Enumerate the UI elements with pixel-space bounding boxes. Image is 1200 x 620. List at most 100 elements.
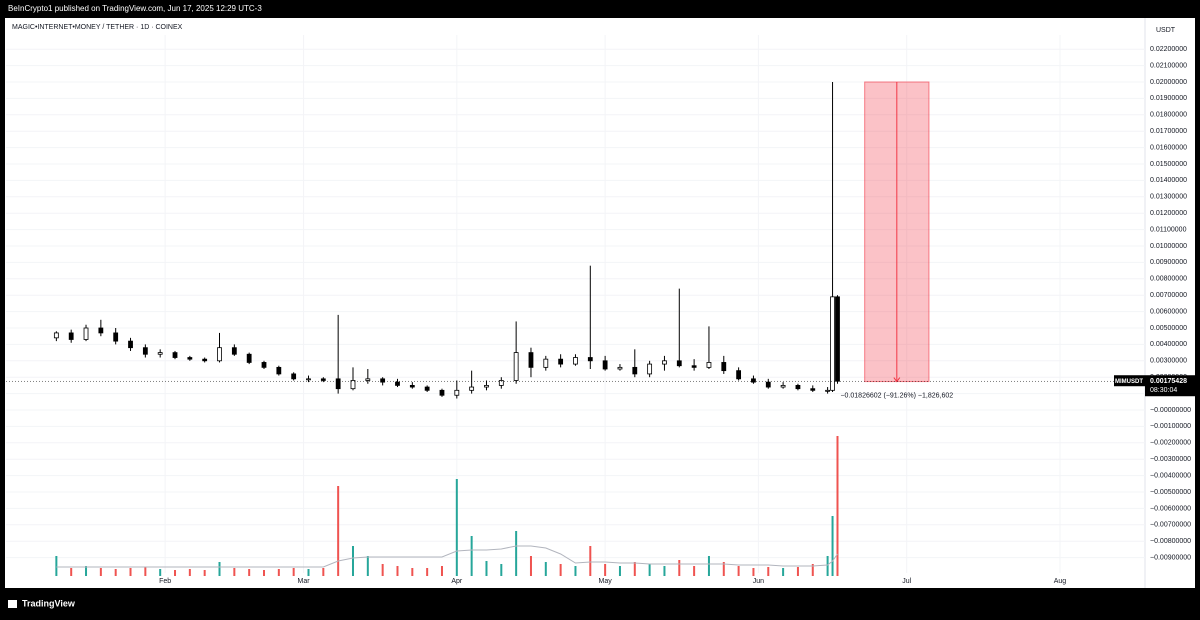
candle-body [68,332,74,340]
candle-body [810,388,816,391]
candle-body [350,380,356,390]
volume-bar [722,562,725,576]
candle-body [409,385,415,388]
y-tick-label: −0.00200000 [1150,440,1191,447]
candle-body [528,352,534,368]
y-tick-label: 0.00300000 [1150,358,1187,365]
volume-bar [55,556,58,576]
volume-bar [292,568,295,576]
candle-body [306,378,311,381]
volume-bar [455,479,458,576]
chart-title: MAGIC•INTERNET•MONEY / TETHER · 1D · COI… [12,24,183,31]
candle-body [380,378,386,383]
volume-bar [811,564,814,576]
y-tick-label: 0.00900000 [1150,259,1187,266]
volume-bar [663,566,666,576]
candle-body [335,378,341,390]
volume-bar [707,556,710,576]
candle-body [395,381,400,386]
candle-body [320,378,326,381]
candle-body [365,378,371,381]
publisher: BeInCrypto1 published on TradingView.com… [8,4,262,13]
volume-bar [485,561,488,576]
y-tick-label: −0.00700000 [1150,522,1191,529]
volume-bar [529,556,532,576]
candle-body [439,389,445,396]
x-tick-label: Apr [451,578,463,585]
candle-body [291,373,297,380]
volume-bar [693,566,696,576]
candle-body [736,370,742,380]
x-tick-label: Mar [298,578,311,585]
volume-bar [411,568,414,576]
volume-bar [589,546,592,576]
volume-bar [233,568,236,576]
candle-body [98,327,104,334]
candle-body [647,363,653,375]
volume-bar [381,564,384,576]
candle-body [187,357,193,360]
candle-body [765,381,771,388]
y-tick-label: 0.00800000 [1150,276,1187,283]
chart-panel [5,18,1195,588]
candle-body [587,357,593,362]
volume-bar [574,566,577,576]
volume-bar [129,568,132,576]
candle-body [172,352,178,358]
price-tag [1145,375,1195,397]
candle-body [424,386,430,391]
symbol-tag [1114,375,1145,387]
candle-body [142,347,148,355]
volume-bar [831,516,834,576]
volume-bar [426,568,429,576]
y-tick-label: 0.02000000 [1150,79,1187,86]
candle-body [706,362,712,368]
volume-bar [351,546,354,576]
measure-arrow-head [893,377,901,383]
brand: TradingView [22,598,76,608]
symbol-label: MIMUSDT [1115,379,1143,385]
y-tick-label: 0.02100000 [1150,62,1187,69]
candle-body [128,340,133,349]
candle-body [691,365,697,368]
x-tick-label: Jul [902,578,911,585]
volume-bar [366,556,369,576]
volume-bar [263,570,266,576]
y-tick-label: −0.00300000 [1150,456,1191,463]
volume-bar [144,567,147,576]
y-tick-label: −0.00900000 [1150,554,1191,561]
volume-bar [174,570,177,576]
volume-bar [767,567,770,576]
y-tick-label: 0.01600000 [1150,144,1187,151]
volume-bar [648,564,651,576]
volume-bar [440,566,443,576]
volume-bar [796,567,799,576]
x-tick-label: Feb [159,578,171,585]
volume-bar [678,560,681,576]
y-tick-label: 0.01500000 [1150,161,1187,168]
candle-body [751,378,756,383]
candle-body [676,360,682,367]
y-tick-label: 0.01400000 [1150,177,1187,184]
y-tick-label: 0.00400000 [1150,341,1187,348]
volume-bar [337,486,340,576]
candle-body [484,385,489,388]
candle-body [202,358,208,362]
y-tick-label: 0.01800000 [1150,112,1187,119]
y-tick-label: 0.01000000 [1150,243,1187,250]
volume-bar [604,564,607,576]
volume-bar [114,569,117,576]
volume-bar [307,569,310,576]
candle-body [513,352,519,381]
candle-body [83,327,89,340]
y-tick-label: 0.01200000 [1150,210,1187,217]
y-tick-label: 0.00700000 [1150,292,1187,299]
volume-bar [470,536,473,576]
candle-body [217,347,222,362]
price-value: 0.00175428 [1150,378,1187,385]
candle-body [157,352,163,355]
measure-label: −0.01826602 (−91.26%) −1,826,602 [840,392,953,399]
y-tick-label: 0.00500000 [1150,325,1187,332]
x-tick-label: May [599,578,613,585]
candle-body [276,366,282,375]
